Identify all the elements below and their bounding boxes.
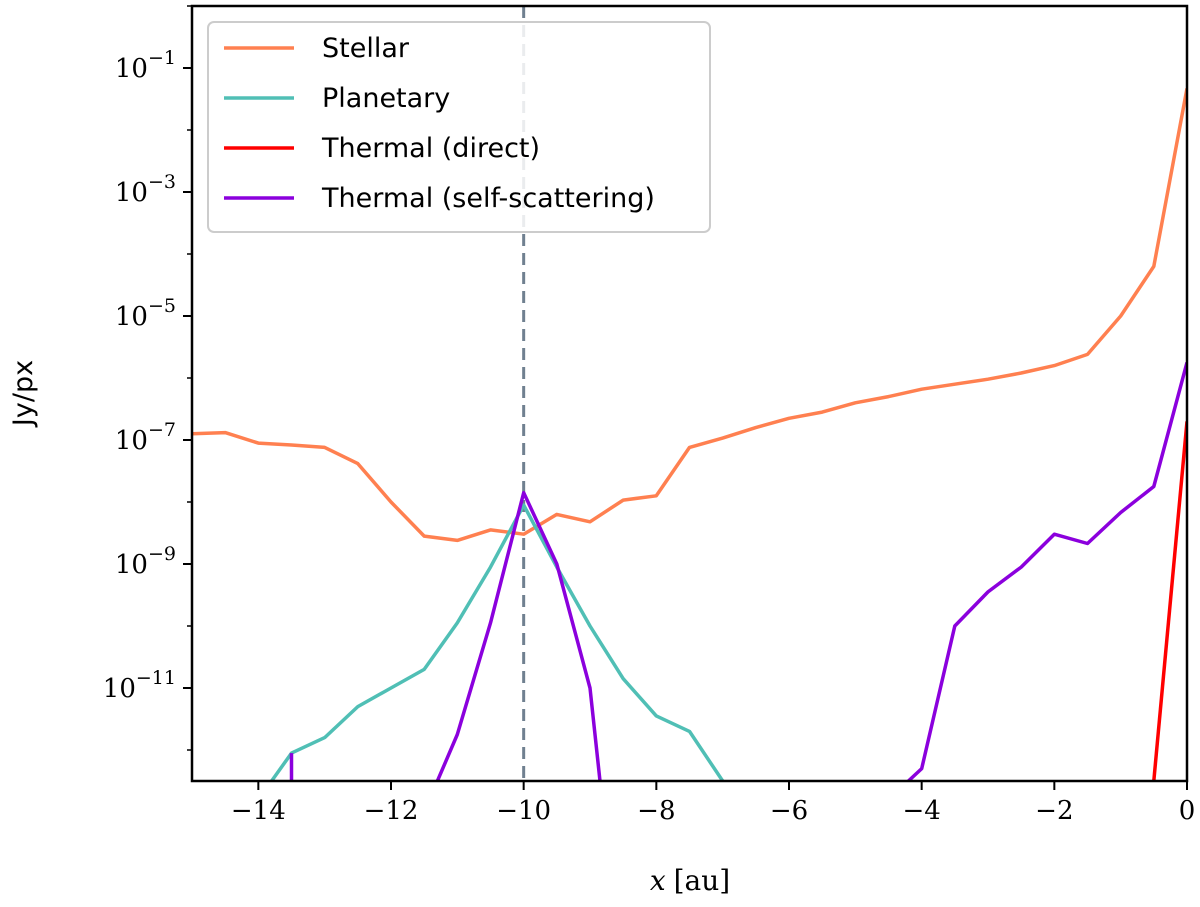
series-line-planetary [270,503,725,781]
x-tick-label: −6 [770,796,808,826]
x-tick-label: −14 [231,796,286,826]
x-tick-label: −10 [496,796,551,826]
plot-frame [190,4,1189,783]
x-tick-label: −12 [364,796,419,826]
series-line-stellar [192,88,1187,543]
x-tick-label: −2 [1035,796,1073,826]
y-tick-label: 10−9 [115,543,176,580]
y-tick-label: 10−7 [115,419,176,456]
series-line-thermal-self-scattering-2 [435,490,602,781]
y-axis-label: Jy/px [8,360,39,428]
ticks: −14 −12 −10 −8 −6 −4 −2 0 10−1 10−3 10−5 10−7 10−9 10… [103,5,1196,826]
x-tick-label: −8 [637,796,675,826]
legend-label-thermal-self-scattering: Thermal (self-scattering) [321,183,655,214]
legend: Stellar Planetary Thermal (direct) Thermal … [207,21,711,233]
y-tick-label: 10−3 [115,171,176,208]
y-tick-label: 10−5 [115,295,176,332]
series-line-thermal-direct [1152,421,1187,781]
legend-label-planetary: Planetary [322,83,450,114]
legend-label-stellar: Stellar [322,33,410,64]
x-tick-label: −4 [903,796,941,826]
legend-label-thermal-direct: Thermal (direct) [321,133,540,164]
plot-area [192,6,1187,781]
x-tick-label: 0 [1179,796,1196,826]
legend-box [207,21,711,233]
y-tick-label: 10−1 [115,47,176,84]
series-line-thermal-self-scattering-3 [907,362,1187,781]
x-axis-label: x [au] [650,864,730,897]
y-tick-label: 10−11 [103,667,176,704]
